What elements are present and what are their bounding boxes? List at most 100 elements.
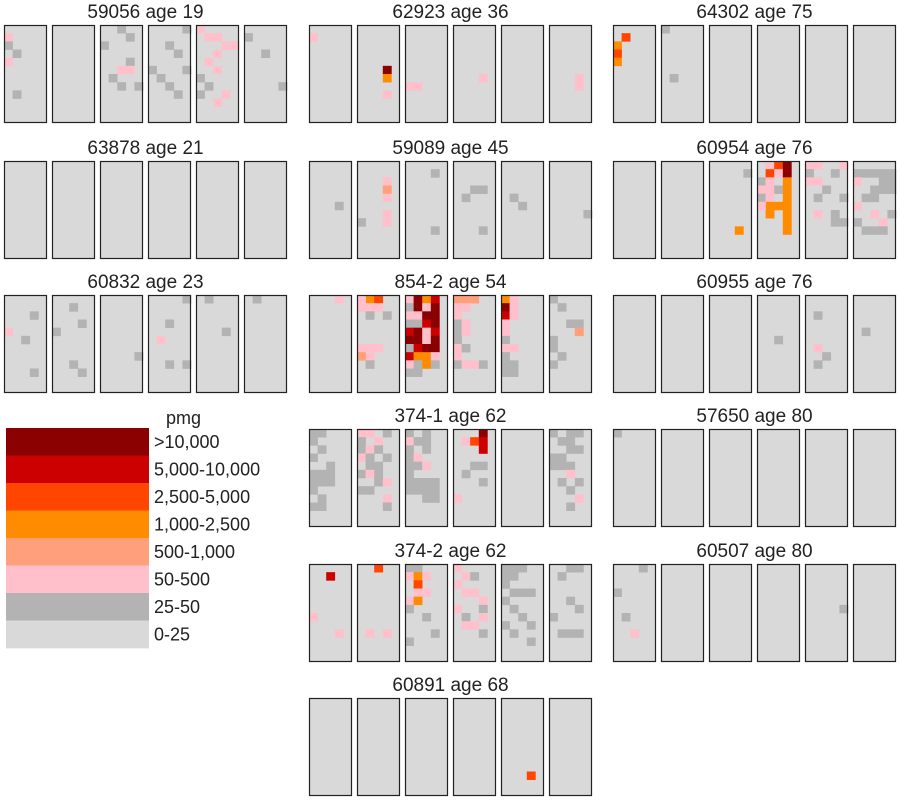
heatmap-cell <box>413 580 423 589</box>
heatmap-cell <box>4 41 13 50</box>
heatmap-cell <box>357 218 366 227</box>
sample-box <box>852 294 897 394</box>
heatmap-cell <box>566 445 576 454</box>
heatmap-cell <box>422 461 432 471</box>
sample-box <box>308 160 353 260</box>
legend-swatch <box>6 620 149 649</box>
panel-854-2: 854-2 age 54 <box>308 272 593 394</box>
sample-box <box>51 294 96 394</box>
sample-box-background <box>709 25 752 123</box>
sample-box-border <box>660 24 705 124</box>
sample-box <box>852 24 897 124</box>
heatmap-cell <box>861 327 871 337</box>
panel-60891: 60891 age 68 <box>308 675 593 797</box>
heatmap-cell <box>252 295 262 304</box>
heatmap-cell <box>413 344 423 353</box>
sample-box-background <box>4 161 47 259</box>
heatmap-cell <box>77 319 87 328</box>
heatmap-cell <box>405 478 414 487</box>
panel-title: 63878 age 21 <box>87 138 203 159</box>
heatmap-cell <box>382 478 392 487</box>
heatmap-cell <box>405 335 414 345</box>
heatmap-cell <box>125 33 135 42</box>
heatmap-cell <box>165 41 175 50</box>
sample-box <box>356 294 401 394</box>
sample-box-border <box>804 24 849 124</box>
sample-box-border <box>804 563 849 663</box>
sample-box-background <box>148 161 191 259</box>
sample-box-background <box>661 161 704 259</box>
heatmap-cell <box>125 65 135 75</box>
heatmap-cell <box>69 303 79 312</box>
heatmap-cell <box>887 177 897 186</box>
heatmap-cell <box>501 352 510 361</box>
heatmap-cell <box>782 210 792 219</box>
legend-label: 50-500 <box>154 569 210 589</box>
sample-box-border <box>308 294 353 394</box>
heatmap-cell <box>365 429 375 438</box>
legend-swatch <box>6 565 149 594</box>
sample-box <box>500 294 545 394</box>
sample-box <box>852 563 897 663</box>
heatmap-cell <box>478 629 488 638</box>
heatmap-cell <box>422 303 432 312</box>
sample-box-border <box>612 24 657 124</box>
sample-box-border <box>612 428 657 528</box>
heatmap-cell <box>461 469 471 479</box>
sample-box <box>195 294 240 394</box>
heatmap-cell <box>782 218 792 227</box>
legend-label: 25-50 <box>154 597 200 617</box>
heatmap-cell <box>549 295 558 304</box>
sample-box-border <box>500 160 545 260</box>
heatmap-cell <box>413 303 423 312</box>
sample-box-border <box>756 428 801 528</box>
sample-box <box>195 160 240 260</box>
heatmap-cell <box>509 360 519 369</box>
heatmap-cell <box>165 319 175 328</box>
heatmap-cell <box>813 311 823 320</box>
sample-box-border <box>308 428 353 528</box>
heatmap-cell <box>549 461 558 471</box>
heatmap-cell <box>861 169 871 178</box>
heatmap-cell <box>182 65 192 75</box>
sample-box-background <box>196 161 239 259</box>
heatmap-cell <box>566 319 576 328</box>
heatmap-cell <box>430 295 440 304</box>
sample-box-border <box>660 428 705 528</box>
heatmap-cell <box>509 588 519 597</box>
sample-box-border <box>452 697 497 797</box>
sample-box-border <box>548 428 593 528</box>
heatmap-cell <box>574 604 584 614</box>
sample-box-background <box>309 698 352 796</box>
heatmap-cell <box>853 218 862 227</box>
sample-box <box>452 697 497 797</box>
heatmap-cell <box>566 486 576 495</box>
heatmap-cell <box>509 604 519 614</box>
sample-box-border <box>548 563 593 663</box>
heatmap-cell <box>357 344 366 353</box>
heatmap-cell <box>501 368 510 377</box>
heatmap-cell <box>501 295 510 304</box>
heatmap-cell <box>782 193 792 203</box>
heatmap-cell <box>221 90 231 99</box>
heatmap-cell <box>334 629 344 638</box>
sample-box-background <box>196 295 239 393</box>
panel-title: 60832 age 23 <box>87 272 203 293</box>
heatmap-cell <box>382 193 392 203</box>
heatmap-cell <box>244 33 253 42</box>
legend-swatch <box>6 455 149 484</box>
heatmap-cell <box>357 295 366 304</box>
heatmap-cell <box>878 177 888 186</box>
sample-box <box>404 563 449 663</box>
heatmap-cell <box>453 327 462 337</box>
heatmap-cell <box>557 437 567 446</box>
heatmap-cell <box>278 82 288 91</box>
heatmap-cell <box>453 360 462 369</box>
heatmap-cell <box>374 437 384 446</box>
heatmap-cell <box>413 478 423 487</box>
sample-box <box>452 563 497 663</box>
heatmap-cell <box>12 90 22 99</box>
heatmap-cell <box>805 161 814 170</box>
heatmap-cell <box>357 486 366 495</box>
heatmap-cell <box>156 335 166 345</box>
